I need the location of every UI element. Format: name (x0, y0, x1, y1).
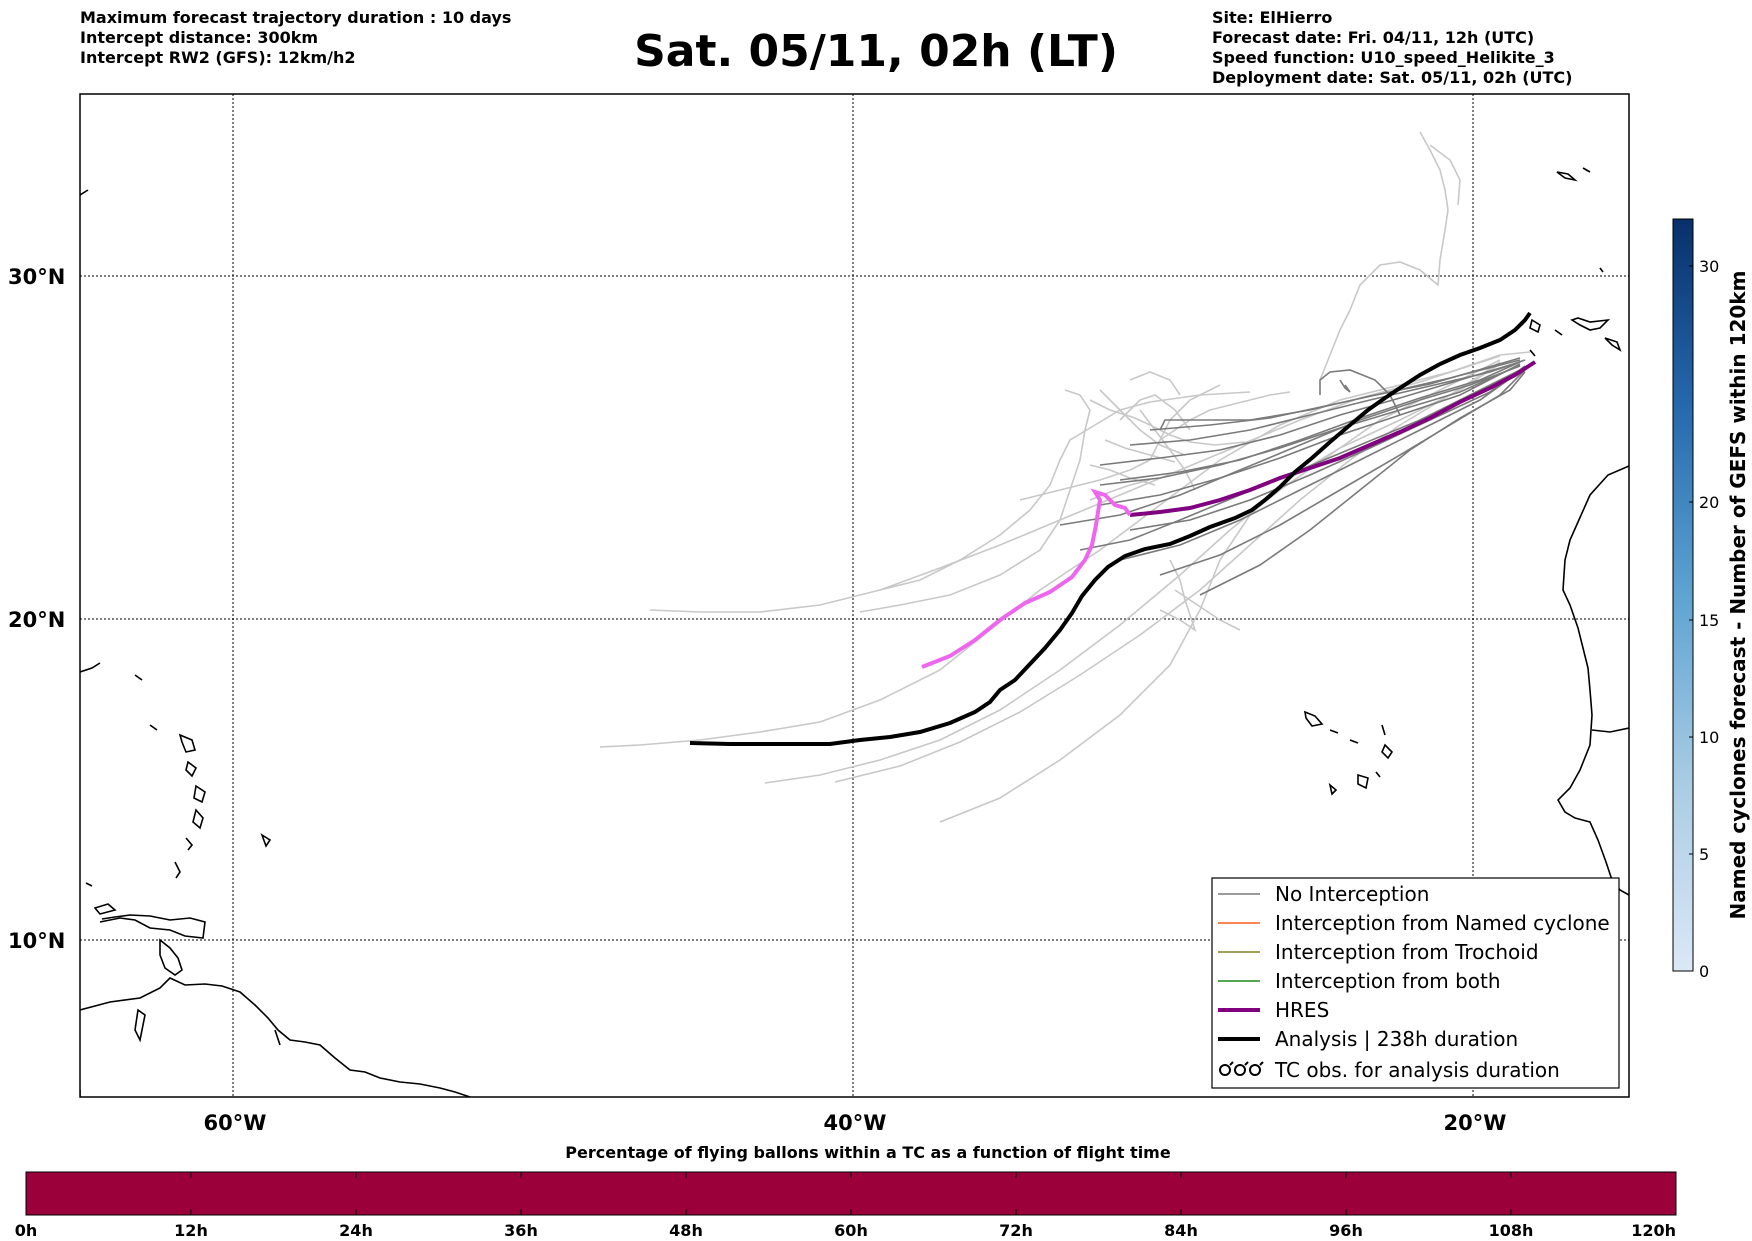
lon-label-20w: 20°W (1444, 1111, 1507, 1135)
analysis-trajectory (689, 311, 1532, 746)
colorbar-gradient (1672, 218, 1694, 972)
max-duration-text: Maximum forecast trajectory duration : 1… (80, 8, 512, 27)
site-text: Site: ElHierro (1212, 8, 1333, 27)
time-bar: Percentage of flying ballons within a TC… (15, 1143, 1677, 1240)
colorbar-tick-30: 30 (1699, 257, 1719, 276)
colorbar-tick-5: 5 (1699, 845, 1709, 864)
time-tick-60h: 60h (834, 1221, 868, 1240)
time-bar-fill (25, 1171, 1677, 1216)
lat-label-20n: 20°N (8, 608, 65, 632)
colorbar-tick-10: 10 (1699, 728, 1719, 747)
time-tick-48h: 48h (669, 1221, 703, 1240)
coastlines (80, 167, 1629, 1097)
forecast-date-text: Forecast date: Fri. 04/11, 12h (UTC) (1212, 28, 1535, 47)
colorbar-tick-20: 20 (1699, 493, 1719, 512)
page-title: Sat. 05/11, 02h (LT) (634, 26, 1118, 77)
time-tick-84h: 84h (1164, 1221, 1198, 1240)
intercept-distance-text: Intercept distance: 300km (80, 28, 319, 47)
legend-label-analysis: Analysis | 238h duration (1275, 1027, 1518, 1051)
time-bar-title: Percentage of flying ballons within a TC… (565, 1143, 1171, 1162)
hres-trajectory-early (921, 488, 1132, 669)
colorbar-tick-15: 15 (1699, 611, 1719, 630)
deployment-date-text: Deployment date: Sat. 05/11, 02h (UTC) (1212, 68, 1573, 87)
speed-function-text: Speed function: U10_speed_Helikite_3 (1212, 48, 1555, 67)
cyclone-colorbar: 0 5 10 15 20 30 Named cyclones forecast … (1672, 218, 1750, 981)
hres-trajectory (1129, 360, 1537, 517)
legend: No Interception Interception from Named … (1211, 877, 1620, 1089)
cyclone-symbol-icon (1219, 1061, 1264, 1076)
intercept-rw2-text: Intercept RW2 (GFS): 12km/h2 (80, 48, 356, 67)
legend-box (1211, 877, 1620, 1089)
time-tick-108h: 108h (1489, 1221, 1534, 1240)
time-tick-24h: 24h (339, 1221, 373, 1240)
legend-label-trochoid: Interception from Trochoid (1275, 940, 1539, 964)
lat-label-30n: 30°N (8, 265, 65, 289)
ensemble-trajectories-far (599, 131, 1531, 823)
lon-label-40w: 40°W (824, 1111, 887, 1135)
time-tick-0h: 0h (15, 1221, 38, 1240)
legend-label-both: Interception from both (1275, 969, 1501, 993)
lat-label-10n: 10°N (8, 929, 65, 953)
lon-label-60w: 60°W (204, 1111, 267, 1135)
header-left: Maximum forecast trajectory duration : 1… (80, 8, 511, 68)
colorbar-tick-0: 0 (1699, 962, 1709, 981)
header-right: Site: ElHierro Forecast date: Fri. 04/11… (1212, 8, 1572, 88)
time-bar-ticks (25, 1172, 1677, 1215)
colorbar-label: Named cyclones forecast - Number of GEFS… (1726, 271, 1750, 920)
legend-label-tc-obs: TC obs. for analysis duration (1274, 1058, 1560, 1082)
time-tick-36h: 36h (504, 1221, 538, 1240)
legend-label-no-interception: No Interception (1275, 882, 1429, 906)
graticule (80, 94, 1629, 1097)
time-tick-120h: 120h (1631, 1221, 1676, 1240)
time-tick-12h: 12h (174, 1221, 208, 1240)
legend-label-hres: HRES (1275, 998, 1329, 1022)
legend-label-named-cyclone: Interception from Named cyclone (1275, 911, 1610, 935)
time-tick-96h: 96h (1329, 1221, 1363, 1240)
time-tick-72h: 72h (999, 1221, 1033, 1240)
